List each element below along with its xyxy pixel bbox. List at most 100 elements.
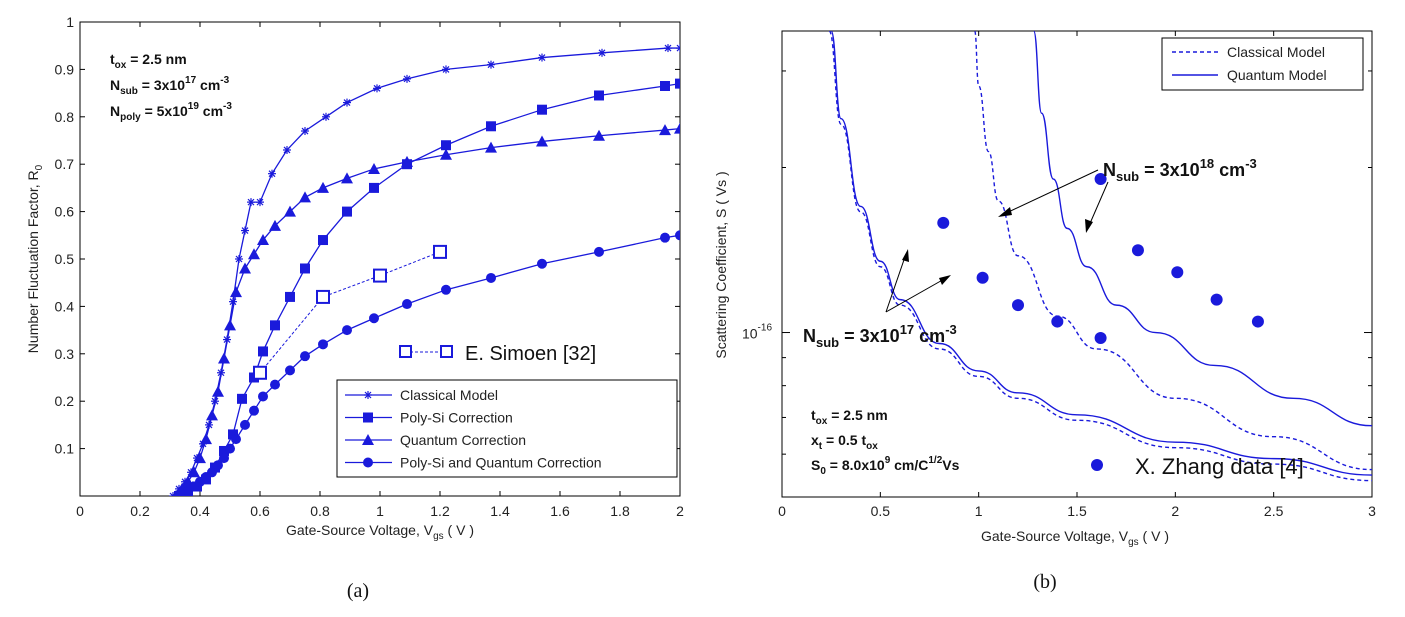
- panel-b-ylabel: Scattering Coefficient, S ( Vs ): [713, 171, 729, 358]
- panel-b-plot-area: [781, 30, 1373, 498]
- data-point-poly-si-and-quantum-correction: [231, 434, 241, 445]
- data-point-quantum-correction: [674, 122, 680, 134]
- data-point-poly-si-and-quantum-correction: [369, 313, 379, 324]
- data-point-classical-model: [283, 145, 291, 154]
- data-point-poly-si-correction: [318, 235, 328, 246]
- data-point-poly-si-correction: [675, 78, 680, 89]
- legend-label: Poly-Si Correction: [400, 410, 513, 426]
- data-point-classical-model: [598, 48, 606, 57]
- data-point-classical-model: [538, 53, 546, 62]
- panel-a-nsub-annotation: Nsub = 3x1017 cm-3: [110, 75, 230, 97]
- data-point-poly-si-correction: [369, 182, 379, 193]
- caption-b: (b): [1033, 571, 1056, 593]
- data-point-quantum-correction: [341, 172, 353, 184]
- data-point-classical-model: [322, 112, 330, 121]
- panel-b-legend: Classical Model Quantum Model: [1161, 37, 1364, 91]
- zhang-legend-marker: [1091, 459, 1103, 471]
- data-point-poly-si-and-quantum-correction: [249, 405, 259, 416]
- data-point-classical-model: [229, 297, 237, 306]
- series-quantum-correction: [172, 122, 680, 496]
- panel-b-xtick-label: 1: [975, 503, 983, 519]
- curve-classical-model-0: [828, 31, 1372, 482]
- data-point-poly-si-correction: [219, 445, 229, 456]
- data-point-poly-si-and-quantum-correction: [270, 379, 280, 390]
- series-e-simoen-32: [253, 244, 447, 380]
- legend-entry-2: Quantum Correction: [345, 432, 526, 448]
- legend-entry-0: Classical Model: [345, 387, 498, 403]
- data-point-classical-model: [343, 98, 351, 107]
- data-point-quantum-correction: [239, 262, 251, 274]
- data-point-classical-model: [664, 44, 672, 53]
- data-point-classical-model: [403, 74, 411, 83]
- panel-a-ytick-label: 0.7: [55, 156, 75, 172]
- panel-a-xtick-label: 0.4: [190, 503, 210, 519]
- data-point-poly-si-and-quantum-correction: [660, 232, 670, 243]
- zhang-data-point: [1251, 315, 1264, 328]
- legend-label: Quantum Correction: [400, 432, 526, 448]
- legend-label: Poly-Si and Quantum Correction: [400, 455, 602, 471]
- data-point-poly-si-correction: [258, 346, 268, 357]
- data-point-poly-si-and-quantum-correction: [300, 351, 310, 362]
- data-point-quantum-correction: [206, 409, 218, 421]
- panel-a-xtick-label: 0.6: [250, 503, 270, 519]
- panel-a-xtick-label: 1: [376, 503, 384, 519]
- panel-a-npoly-annotation: Npoly = 5x1019 cm-3: [110, 101, 232, 123]
- legend-classical-label: Classical Model: [1227, 44, 1325, 60]
- series-line-classical-model: [172, 47, 680, 496]
- data-point-e-simoen-32: [373, 268, 387, 283]
- panel-b-chart: 0 0.5 1 1.5 2 2.5 3 10-16 Classical Model Quant…: [713, 30, 1376, 548]
- data-point-classical-model: [247, 198, 255, 207]
- data-point-poly-si-correction: [441, 140, 451, 151]
- data-point-poly-si-and-quantum-correction: [240, 419, 250, 430]
- data-point-poly-si-correction: [537, 104, 547, 115]
- panel-b-xtick-label: 2: [1171, 503, 1179, 519]
- panel-b-xtick-label: 0.5: [871, 503, 891, 519]
- panel-a-xlabel: Gate-Source Voltage, Vgs ( V ): [286, 522, 474, 542]
- data-point-poly-si-and-quantum-correction: [207, 467, 217, 478]
- legend-swatch-marker: [363, 457, 373, 468]
- panel-a-ytick-label: 0.6: [55, 204, 75, 220]
- panel-a-ylabel: Number Fluctuation Factor, R0: [25, 164, 45, 353]
- data-point-quantum-correction: [200, 433, 212, 445]
- series-x-zhang-data-4: [937, 173, 1264, 345]
- data-point-poly-si-and-quantum-correction: [213, 460, 223, 471]
- data-point-quantum-correction: [224, 319, 236, 331]
- data-point-poly-si-and-quantum-correction: [225, 443, 235, 454]
- data-point-quantum-correction: [299, 191, 311, 203]
- legend-entry-3: Poly-Si and Quantum Correction: [345, 455, 602, 471]
- data-point-quantum-correction: [593, 129, 605, 141]
- panel-b-xlabel: Gate-Source Voltage, Vgs ( V ): [981, 528, 1169, 548]
- curve-quantum-model-3: [1033, 31, 1372, 427]
- legend-swatch-marker: [362, 434, 374, 445]
- data-point-poly-si-correction: [270, 320, 280, 331]
- zhang-data-point: [1094, 332, 1107, 345]
- zhang-label: X. Zhang data [4]: [1135, 454, 1304, 479]
- panel-a-xtick-label: 1.8: [610, 503, 630, 519]
- caption-a: (a): [347, 580, 369, 602]
- data-point-classical-model: [487, 60, 495, 69]
- data-point-poly-si-correction: [285, 291, 295, 302]
- zhang-data-point: [1051, 315, 1064, 328]
- panel-a-ytick-label: 0.3: [55, 346, 75, 362]
- data-point-poly-si-correction: [300, 263, 310, 274]
- zhang-data-point: [1012, 299, 1024, 312]
- data-point-quantum-correction: [188, 466, 200, 478]
- data-point-poly-si-correction: [342, 206, 352, 217]
- simoen-label: E. Simoen [32]: [465, 343, 596, 365]
- panel-a-xtick-label: 1.4: [490, 503, 510, 519]
- data-point-quantum-correction: [257, 234, 269, 246]
- panel-a-legend: Classical Model Poly-Si Correction Quantum…: [336, 379, 678, 478]
- series-poly-si-and-quantum-correction: [177, 230, 680, 496]
- data-point-quantum-correction: [485, 141, 497, 153]
- data-point-classical-model: [241, 226, 249, 235]
- data-point-e-simoen-32: [433, 244, 447, 259]
- data-point-poly-si-and-quantum-correction: [594, 246, 604, 257]
- arrow-nsub-high-classical: [998, 169, 1099, 217]
- panel-b-xtick-label: 2.5: [1264, 503, 1284, 519]
- panel-b-ytick-label: 10-16: [742, 323, 772, 342]
- legend-swatch-marker: [364, 391, 372, 399]
- data-point-poly-si-correction: [228, 429, 238, 440]
- data-point-quantum-correction: [269, 219, 281, 231]
- panel-a-ytick-label: 0.8: [55, 109, 75, 125]
- panel-a-tox-annotation: tox = 2.5 nm: [110, 51, 187, 71]
